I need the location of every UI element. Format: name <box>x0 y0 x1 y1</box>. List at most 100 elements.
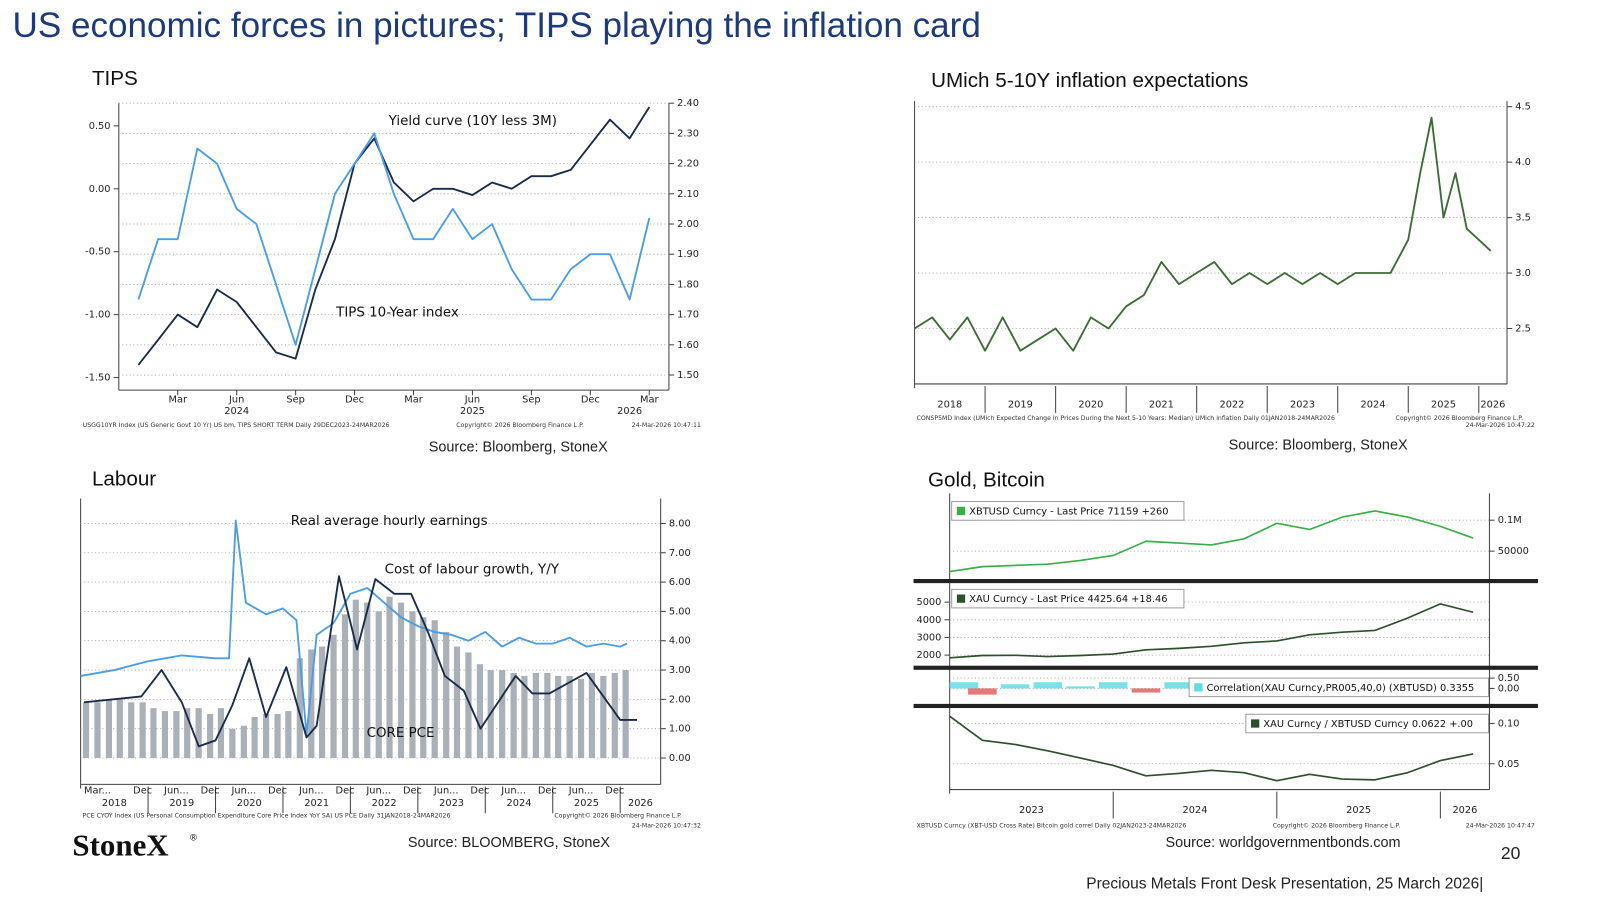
logo-mark: ® <box>190 833 197 843</box>
bar <box>195 708 202 759</box>
x-month-label: Dec <box>268 786 287 797</box>
series-line <box>137 132 651 346</box>
y-tick-label: 0.00 <box>669 753 691 764</box>
bar <box>622 670 629 759</box>
bar <box>274 714 281 759</box>
series-label: Real average hourly earnings <box>291 514 488 529</box>
x-tick-label: 2024 <box>507 798 532 809</box>
chart-source: Source: Bloomberg, StoneX <box>429 440 608 456</box>
y-tick-label: 5000 <box>916 597 941 608</box>
y-tick-label: 3.0 <box>1515 268 1531 279</box>
y-tick-label: 4.0 <box>1515 157 1531 168</box>
bar <box>532 672 539 759</box>
x-tick-label: 2025 <box>1431 400 1456 411</box>
legend-label: XAU Curncy / XBTUSD Curncy 0.0622 +.00 <box>1263 719 1473 730</box>
x-tick-label: 2026 <box>1480 400 1505 411</box>
bar <box>308 649 315 759</box>
page-number: 20 <box>1501 843 1521 863</box>
bar <box>330 634 337 759</box>
x-tick-label: Dec <box>581 394 600 405</box>
y-tick-label: 8.00 <box>669 518 691 529</box>
bar <box>207 714 214 759</box>
y-tick-label: -1.50 <box>85 373 110 384</box>
bar <box>251 716 258 759</box>
bar <box>240 725 247 759</box>
chart-footnote: 24-Mar-2026 10:47:11 <box>632 422 701 429</box>
legend-box <box>1188 677 1489 698</box>
bar <box>94 702 101 759</box>
chart-footnote: XBTUSD Curncy (XBT-USD Cross Rate) Bitco… <box>917 823 1187 830</box>
series-line <box>137 106 651 366</box>
y-tick-label: 2.30 <box>677 128 699 139</box>
bar <box>296 658 303 759</box>
x-tick-label: 2024 <box>1183 805 1208 816</box>
y-tick-label: 2.00 <box>669 694 691 705</box>
chart-footnote: Copyright© 2026 Bloomberg Finance L.P. <box>554 811 682 819</box>
bar <box>577 678 585 759</box>
series-label: CORE PCE <box>367 726 435 741</box>
chart-footnote: 24-Mar-2026 10:47:47 <box>1466 823 1535 830</box>
legend-swatch <box>956 594 966 603</box>
bar <box>386 596 393 759</box>
x-tick-label: 2018 <box>937 400 962 411</box>
chart-footnote: PCE CYOY Index (US Personal Consumption … <box>83 812 451 819</box>
y-tick-label: 0.05 <box>1498 759 1520 770</box>
bar <box>443 631 450 759</box>
chart-footnote: Copyright© 2026 Bloomberg Finance L.P. <box>1273 822 1401 830</box>
x-month-label: Jun... <box>568 786 594 797</box>
x-month-label: Dec <box>470 786 489 797</box>
y-tick-label: 3.00 <box>669 665 691 676</box>
y-tick-label: 2000 <box>916 650 941 661</box>
x-tick-label: 2019 <box>1008 400 1033 411</box>
series-line <box>914 116 1492 352</box>
y-tick-label: 4.5 <box>1515 102 1531 113</box>
x-tick-label: 2023 <box>1019 805 1044 816</box>
y-tick-label: 2.5 <box>1515 323 1531 334</box>
series-line <box>83 575 638 748</box>
x-tick-label: 2026 <box>1452 805 1477 816</box>
x-tick-label: 2023 <box>1290 400 1315 411</box>
y-tick-label: 7.00 <box>669 548 691 559</box>
y-tick-label: 0.00 <box>89 184 111 195</box>
bar <box>397 602 405 759</box>
legend-label: XBTUSD Curncy - Last Price 71159 +260 <box>969 506 1168 517</box>
x-tick-label: Mar <box>404 394 423 405</box>
x-month-label: Mar... <box>84 786 111 797</box>
x-month-label: Jun... <box>231 786 257 797</box>
bar <box>1033 682 1063 689</box>
chart-title: TIPS <box>92 67 138 90</box>
y-tick-label: 0.50 <box>89 121 111 132</box>
bar <box>139 702 146 759</box>
legend-label: XAU Curncy - Last Price 4425.64 +18.46 <box>969 594 1167 605</box>
bar <box>1131 688 1161 693</box>
x-tick-label: 2018 <box>102 798 127 809</box>
bar <box>318 646 326 759</box>
bar <box>968 688 997 695</box>
bar <box>521 675 528 759</box>
x-tick-label: 2026 <box>628 798 653 809</box>
bar <box>465 652 472 759</box>
bar <box>420 617 427 759</box>
series-label: Yield curve (10Y less 3M) <box>388 114 557 129</box>
bar <box>611 672 618 759</box>
y-tick-label: 1.00 <box>669 724 691 735</box>
x-tick-label: Mar <box>169 394 188 405</box>
y-tick-label: 1.70 <box>677 310 699 321</box>
bar <box>1000 684 1030 689</box>
chart-source: Source: BLOOMBERG, StoneX <box>408 835 611 851</box>
chart-footnote: USGG10YR Index (US Generic Govt 10 Yr) U… <box>83 422 390 429</box>
bar <box>116 699 123 759</box>
x-tick-label: 2024 <box>1361 400 1386 411</box>
x-month-label: Dec <box>605 786 624 797</box>
x-tick-label: Sep <box>522 394 540 405</box>
legend-swatch <box>1251 719 1260 728</box>
chart-footnote: Copyright© 2026 Bloomberg Finance L.P. <box>1396 414 1524 422</box>
series-line <box>949 510 1474 573</box>
bar <box>1164 682 1193 689</box>
bar <box>229 728 236 759</box>
footer: Precious Metals Front Desk Presentation,… <box>1086 876 1483 893</box>
bar <box>544 672 551 759</box>
y-tick-label: 6.00 <box>669 577 691 588</box>
y-tick-label: -0.50 <box>85 247 110 258</box>
